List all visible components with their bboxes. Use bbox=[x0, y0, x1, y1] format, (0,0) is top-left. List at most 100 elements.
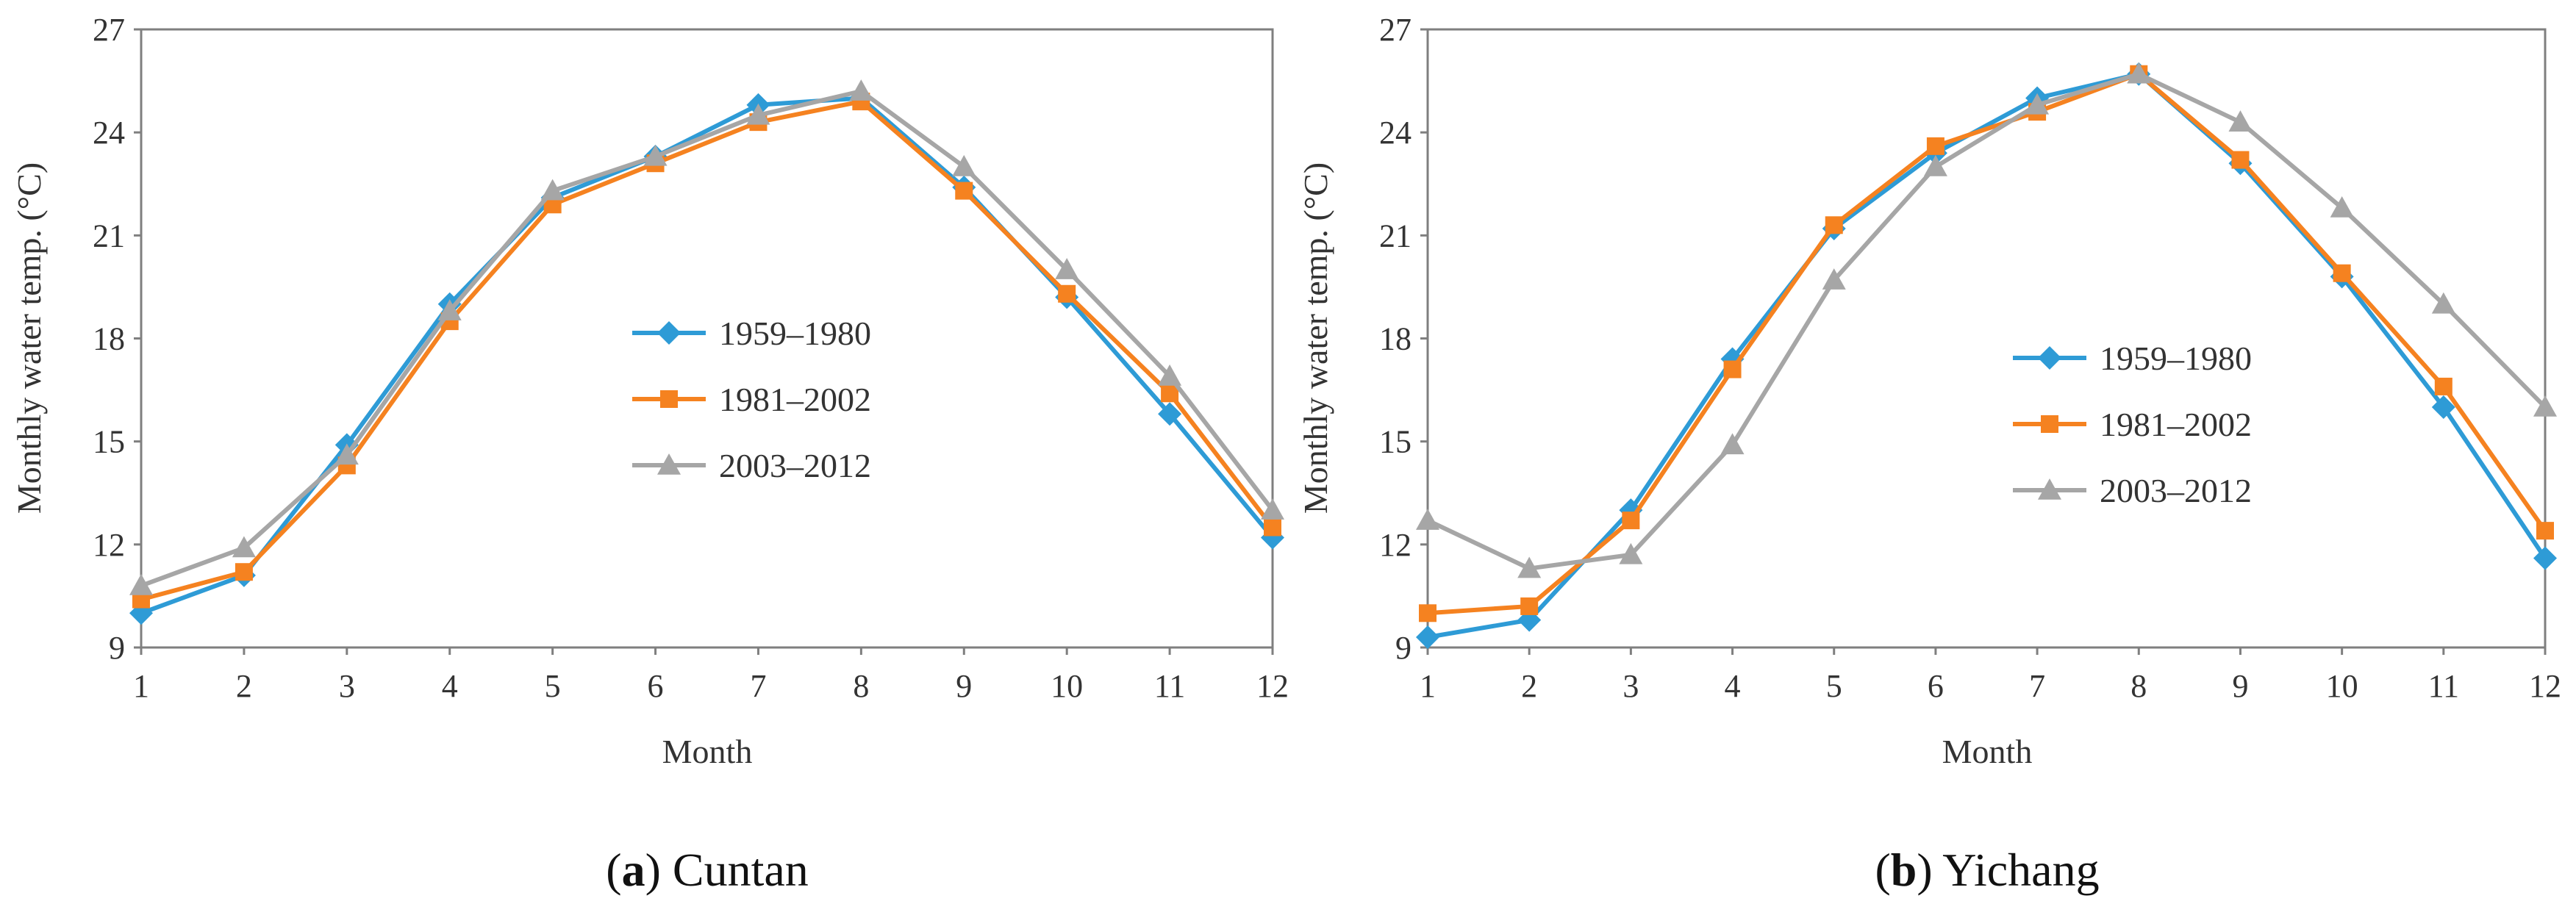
x-tick-label: 1 bbox=[1420, 668, 1436, 704]
series-3-point bbox=[232, 536, 256, 558]
y-tick-label: 12 bbox=[93, 527, 125, 563]
series-2-point bbox=[1161, 384, 1179, 403]
caption-station: Cuntan bbox=[661, 844, 809, 896]
x-tick-label: 6 bbox=[1928, 668, 1944, 704]
legend: 1959–1980 1981–2002 2003–2012 bbox=[2013, 340, 2252, 509]
caption-open-paren: ( bbox=[1875, 844, 1890, 896]
legend-label: 2003–2012 bbox=[2100, 472, 2252, 509]
legend: 1959–1980 1981–2002 2003–2012 bbox=[632, 315, 871, 484]
panel-caption: (a) Cuntan bbox=[606, 844, 809, 896]
series-line-2 bbox=[140, 99, 1275, 602]
series-3-point bbox=[1923, 154, 1947, 176]
x-tick-label: 4 bbox=[1725, 668, 1741, 704]
y-tick-label: 12 bbox=[1379, 527, 1412, 563]
y-axis-label: Monthly water temp. (°C) bbox=[1297, 162, 1334, 514]
y-tick-label: 9 bbox=[1395, 630, 1412, 666]
y-tick-label: 21 bbox=[93, 218, 125, 254]
y-tick-label: 9 bbox=[109, 630, 125, 666]
series-3-point bbox=[1517, 556, 1542, 578]
caption-close-paren: ) bbox=[1917, 844, 1932, 896]
series-3-point bbox=[2533, 395, 2557, 417]
series-line-3 bbox=[140, 89, 1275, 588]
legend-marker bbox=[2038, 346, 2061, 370]
series-2-point bbox=[2333, 264, 2351, 282]
series-3-point bbox=[2228, 110, 2253, 132]
x-tick-label: 10 bbox=[1051, 668, 1083, 704]
x-tick-label: 1 bbox=[133, 668, 149, 704]
caption-close-paren: ) bbox=[645, 844, 661, 896]
series-3-point bbox=[746, 103, 770, 125]
series-2-point bbox=[235, 563, 253, 581]
x-tick-label: 12 bbox=[1256, 668, 1289, 704]
y-tick-label: 15 bbox=[93, 424, 125, 460]
y-tick-label: 27 bbox=[1379, 12, 1412, 48]
x-tick-label: 2 bbox=[1521, 668, 1537, 704]
series-1-point bbox=[1158, 402, 1182, 426]
legend-label: 1981–2002 bbox=[719, 381, 871, 418]
x-tick-label: 11 bbox=[2428, 668, 2459, 704]
series-2-point bbox=[1058, 284, 1076, 303]
series-3-point bbox=[540, 179, 565, 201]
legend-label: 1981–2002 bbox=[2100, 406, 2252, 443]
series-2-point bbox=[2231, 151, 2250, 169]
legend-marker bbox=[2038, 478, 2061, 500]
series-2-point bbox=[1926, 137, 1944, 155]
series-1-point bbox=[2533, 546, 2557, 570]
series-2-point bbox=[1520, 597, 1539, 615]
series-2-point bbox=[1622, 512, 1640, 530]
x-tick-label: 11 bbox=[1154, 668, 1185, 704]
series-2-point bbox=[1723, 360, 1742, 378]
legend-label: 1959–1980 bbox=[2100, 340, 2252, 377]
y-tick-label: 24 bbox=[1379, 115, 1412, 151]
x-axis-label: Month bbox=[662, 733, 753, 770]
series-1-point bbox=[1416, 625, 1439, 649]
x-axis-label: Month bbox=[1942, 733, 2033, 770]
legend-label: 1959–1980 bbox=[719, 315, 871, 352]
series-3-point bbox=[1261, 498, 1284, 520]
y-tick-label: 15 bbox=[1379, 424, 1412, 460]
series-3-point bbox=[849, 79, 873, 101]
y-tick-label: 21 bbox=[1379, 218, 1412, 254]
series-3-point bbox=[1720, 433, 1745, 455]
series-2-point bbox=[955, 182, 973, 200]
series-3-point bbox=[1822, 268, 1846, 290]
y-axis-label: Monthly water temp. (°C) bbox=[10, 162, 48, 514]
series-3-point bbox=[1055, 258, 1079, 279]
x-tick-label: 9 bbox=[956, 668, 972, 704]
series-3-point bbox=[952, 154, 976, 176]
series-2-point bbox=[1264, 518, 1281, 537]
y-tick-label: 27 bbox=[93, 12, 125, 48]
x-tick-label: 8 bbox=[2130, 668, 2147, 704]
x-tick-label: 7 bbox=[2029, 668, 2045, 704]
x-tick-label: 7 bbox=[750, 668, 766, 704]
x-tick-label: 3 bbox=[339, 668, 355, 704]
series-3-point bbox=[643, 144, 668, 166]
series-3-point bbox=[334, 443, 359, 465]
caption-letter: b bbox=[1891, 844, 1917, 896]
series-3-point bbox=[1619, 542, 1643, 564]
x-tick-label: 6 bbox=[648, 668, 664, 704]
series-3-point bbox=[2127, 62, 2151, 84]
y-tick-label: 24 bbox=[93, 115, 125, 151]
series-3-point bbox=[129, 573, 153, 595]
x-tick-label: 12 bbox=[2529, 668, 2561, 704]
legend-marker bbox=[657, 321, 681, 345]
x-tick-label: 5 bbox=[1826, 668, 1842, 704]
caption-station: Yichang bbox=[1933, 844, 2100, 896]
series-2-point bbox=[1825, 216, 1843, 234]
legend-marker bbox=[660, 390, 678, 408]
series-3-point bbox=[1416, 509, 1439, 530]
y-tick-label: 18 bbox=[1379, 321, 1412, 357]
x-tick-label: 2 bbox=[236, 668, 252, 704]
series-line-1 bbox=[1427, 71, 2547, 639]
x-tick-label: 3 bbox=[1622, 668, 1639, 704]
legend-marker bbox=[2041, 415, 2058, 433]
series-line-2 bbox=[1427, 71, 2547, 616]
series-3-point bbox=[2025, 93, 2050, 115]
legend-label: 2003–2012 bbox=[719, 447, 871, 484]
y-tick-label: 18 bbox=[93, 321, 125, 357]
series-3-point bbox=[437, 299, 462, 320]
